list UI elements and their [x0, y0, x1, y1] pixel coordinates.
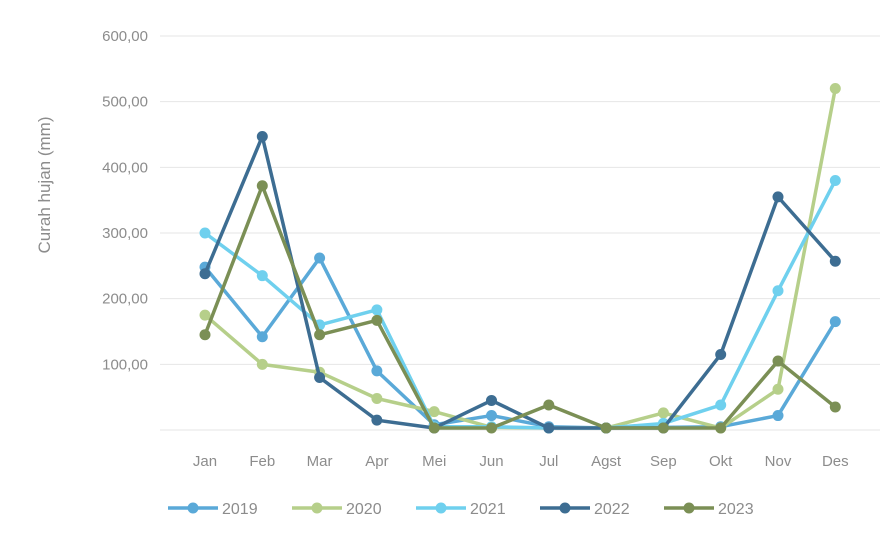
data-point	[657, 422, 669, 434]
legend-swatch-marker	[187, 502, 199, 514]
series-line	[203, 256, 838, 430]
x-tick-label: Mei	[422, 453, 446, 470]
y-tick-label: 200,00	[102, 291, 148, 308]
legend-label: 2022	[594, 501, 630, 518]
data-point	[772, 410, 784, 422]
data-point	[772, 355, 784, 367]
data-point	[199, 268, 211, 280]
y-tick-label: 400,00	[102, 159, 148, 176]
x-tick-label: Okt	[709, 453, 733, 470]
y-axis-label: Curah hujan (mm)	[35, 117, 54, 254]
legend-item: 2020	[292, 501, 382, 518]
series-line	[203, 183, 838, 430]
data-point	[715, 399, 727, 411]
data-point	[314, 371, 326, 383]
x-axis-ticks: Jan Feb Mar Apr Mei Jun Jul Agst Sep Okt Nov Des	[193, 453, 849, 470]
data-point	[486, 394, 497, 406]
data-point	[428, 406, 440, 418]
data-point	[256, 331, 268, 343]
y-axis-ticks: 100,00 200,00 300,00 400,00 500,00 600,00	[102, 28, 148, 373]
data-point	[715, 422, 727, 434]
data-point	[256, 270, 268, 282]
data-point	[199, 227, 211, 239]
data-point	[772, 285, 784, 297]
data-point	[371, 365, 383, 377]
x-tick-label: Nov	[765, 453, 792, 470]
x-tick-label: Agst	[591, 453, 622, 470]
data-point	[829, 83, 841, 95]
series-2023	[199, 180, 841, 434]
x-tick-label: Feb	[249, 453, 275, 470]
legend-swatch-marker	[683, 502, 695, 514]
data-point	[829, 255, 841, 267]
legend: 2019 2020 2021 2022 2023	[168, 501, 754, 518]
legend-label: 2023	[718, 501, 754, 518]
data-point	[600, 422, 612, 434]
data-point	[256, 130, 268, 142]
series-line	[203, 178, 838, 430]
legend-label: 2021	[470, 501, 506, 518]
x-tick-label: Des	[822, 453, 849, 470]
data-point	[543, 422, 555, 434]
data-point	[486, 410, 497, 422]
data-point	[199, 329, 211, 341]
series-line	[203, 86, 838, 430]
data-point	[772, 383, 784, 395]
legend-swatch-marker	[311, 502, 323, 514]
y-tick-label: 600,00	[102, 28, 148, 45]
legend-item: 2022	[540, 501, 630, 518]
data-point	[256, 180, 268, 192]
x-tick-label: Jul	[539, 453, 558, 470]
legend-swatch-marker	[559, 502, 571, 514]
series-2020	[199, 83, 841, 434]
series-lines	[199, 83, 841, 434]
series-2022	[199, 130, 841, 434]
x-tick-label: Apr	[365, 453, 388, 470]
data-point	[829, 316, 841, 328]
gridlines	[160, 35, 880, 431]
data-point	[371, 414, 383, 426]
x-tick-label: Jan	[193, 453, 217, 470]
legend-item: 2023	[664, 501, 754, 518]
series-line	[203, 134, 838, 430]
data-point	[715, 348, 727, 360]
legend-label: 2019	[222, 501, 258, 518]
x-tick-label: Sep	[650, 453, 677, 470]
y-tick-label: 100,00	[102, 356, 148, 373]
legend-item: 2021	[416, 501, 506, 518]
data-point	[199, 309, 211, 321]
y-tick-label: 500,00	[102, 94, 148, 111]
data-point	[657, 407, 669, 419]
data-point	[486, 422, 497, 434]
data-point	[428, 422, 440, 434]
series-2021	[199, 174, 841, 434]
data-point	[371, 392, 383, 404]
data-point	[371, 314, 383, 326]
data-point	[314, 329, 326, 341]
legend-swatch-marker	[435, 502, 447, 514]
x-tick-label: Mar	[307, 453, 333, 470]
data-point	[772, 191, 784, 203]
data-point	[543, 399, 555, 411]
data-point	[314, 252, 326, 264]
legend-label: 2020	[346, 501, 382, 518]
x-tick-label: Jun	[479, 453, 503, 470]
data-point	[256, 358, 268, 370]
legend-item: 2019	[168, 501, 258, 518]
y-tick-label: 300,00	[102, 225, 148, 242]
data-point	[371, 304, 383, 316]
data-point	[829, 401, 841, 413]
data-point	[829, 174, 841, 186]
